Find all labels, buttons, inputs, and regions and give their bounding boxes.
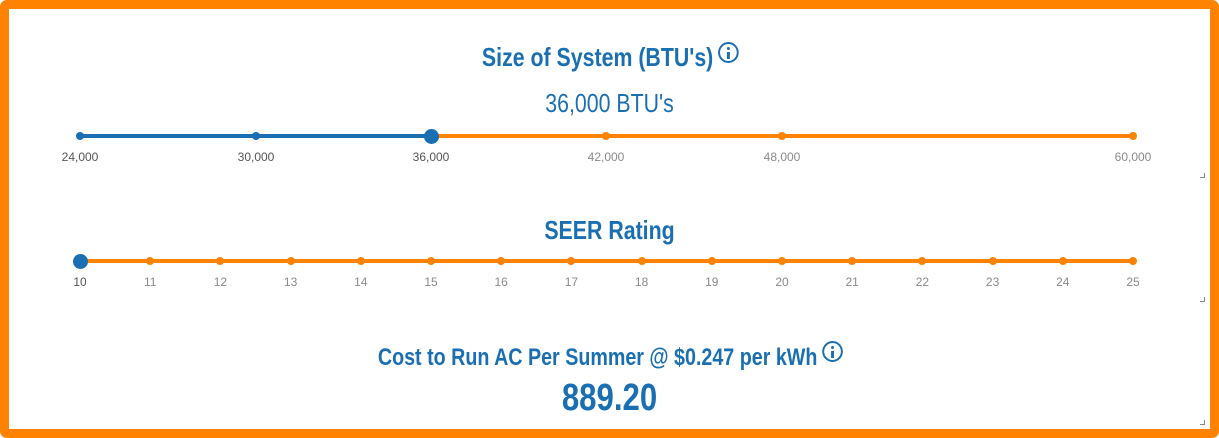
seer-tick-label: 24 bbox=[1056, 275, 1070, 289]
seer-tick-label: 25 bbox=[1126, 275, 1140, 289]
info-icon[interactable] bbox=[822, 341, 843, 362]
seer-stop-24[interactable] bbox=[1058, 257, 1067, 265]
seer-tick-label: 17 bbox=[564, 275, 579, 289]
seer-tick-label: 18 bbox=[634, 275, 649, 289]
size-tick-label: 60,000 bbox=[1114, 150, 1152, 164]
seer-stop-11[interactable] bbox=[146, 257, 155, 265]
seer-tick-label: 23 bbox=[985, 275, 1000, 289]
size-stop-60000[interactable] bbox=[1129, 132, 1137, 140]
seer-tick-label: 10 bbox=[73, 275, 87, 289]
cost-section-title: Cost to Run AC Per Summer @ $0.247 per k… bbox=[110, 341, 1110, 372]
seer-stop-21[interactable] bbox=[848, 257, 857, 265]
seer-tick-label: 14 bbox=[354, 275, 368, 289]
seer-tick-label: 20 bbox=[775, 275, 789, 289]
seer-tick-label: 19 bbox=[705, 275, 719, 289]
info-icon[interactable] bbox=[718, 42, 739, 63]
size-stop-30000[interactable] bbox=[252, 132, 260, 140]
size-stop-48000[interactable] bbox=[778, 132, 786, 140]
seer-stop-12[interactable] bbox=[216, 257, 225, 265]
size-tick-label: 30,000 bbox=[237, 150, 275, 164]
seer-tick-label: 22 bbox=[915, 275, 930, 289]
seer-stop-25[interactable] bbox=[1129, 257, 1137, 265]
size-stop-24000[interactable] bbox=[76, 132, 84, 140]
seer-stop-23[interactable] bbox=[988, 257, 997, 265]
resize-handle[interactable] bbox=[1200, 297, 1205, 302]
seer-tick-label: 16 bbox=[494, 275, 508, 289]
size-tick-label: 48,000 bbox=[763, 150, 801, 164]
cost-title-text: Cost to Run AC Per Summer @ $0.247 per k… bbox=[377, 344, 818, 371]
resize-handle[interactable] bbox=[1200, 420, 1205, 425]
seer-slider-track[interactable] bbox=[80, 259, 1133, 263]
seer-section-title: SEER Rating bbox=[544, 215, 675, 245]
cost-result-value: 889.20 bbox=[561, 377, 658, 419]
resize-handle[interactable] bbox=[1200, 173, 1205, 178]
seer-stop-18[interactable] bbox=[637, 257, 646, 265]
seer-stop-22[interactable] bbox=[918, 257, 927, 265]
seer-slider-handle[interactable] bbox=[72, 253, 88, 269]
seer-tick-label: 13 bbox=[283, 275, 298, 289]
size-tick-label: 36,000 bbox=[412, 150, 450, 164]
seer-stop-16[interactable] bbox=[497, 257, 506, 265]
seer-stop-14[interactable] bbox=[356, 257, 365, 265]
seer-stop-19[interactable] bbox=[707, 257, 716, 265]
seer-tick-label: 11 bbox=[143, 275, 157, 289]
seer-tick-label: 12 bbox=[213, 275, 228, 289]
size-section-title: Size of System (BTU's) bbox=[110, 42, 1110, 73]
size-slider-handle[interactable] bbox=[423, 128, 439, 144]
seer-stop-17[interactable] bbox=[567, 257, 576, 265]
seer-stop-20[interactable] bbox=[778, 257, 786, 265]
seer-tick-label: 21 bbox=[845, 275, 859, 289]
size-tick-label: 24,000 bbox=[61, 150, 99, 164]
size-tick-label: 42,000 bbox=[587, 150, 625, 164]
seer-stop-13[interactable] bbox=[286, 257, 295, 265]
seer-stop-15[interactable] bbox=[427, 257, 435, 265]
size-title-text: Size of System (BTU's) bbox=[481, 42, 714, 72]
size-value-display: 36,000 BTU's bbox=[545, 88, 674, 118]
seer-tick-label: 15 bbox=[424, 275, 438, 289]
size-stop-42000[interactable] bbox=[602, 132, 610, 140]
